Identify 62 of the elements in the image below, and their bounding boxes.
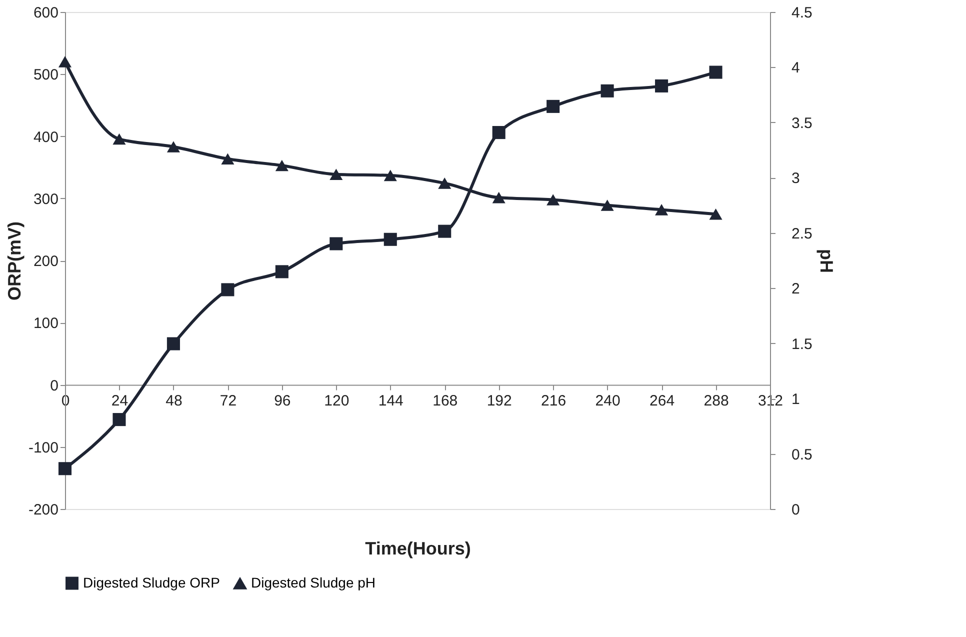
y-tick-label: 300 — [33, 190, 58, 208]
x-tick-label: 120 — [324, 392, 350, 410]
point — [655, 79, 668, 92]
y-tick-label: -200 — [28, 502, 58, 518]
point — [166, 141, 180, 152]
point — [112, 133, 126, 145]
legend-label: Digested Sludge ORP — [83, 574, 220, 590]
point — [600, 84, 614, 98]
y2-tick-label: 2.5 — [792, 225, 812, 242]
x-tick-label: 48 — [166, 392, 182, 410]
x-tick-label: 240 — [595, 392, 620, 410]
y2-tick-label: 3.5 — [792, 114, 812, 132]
y-tick-label: 0 — [50, 377, 58, 394]
y2-tick-label: 0.5 — [792, 446, 812, 464]
x-tick-label: 216 — [541, 392, 566, 410]
point — [546, 100, 560, 113]
point — [58, 462, 72, 476]
point — [221, 153, 234, 165]
point — [330, 237, 343, 250]
y2-tick-label: 4 — [792, 60, 800, 77]
point — [275, 265, 288, 278]
point — [438, 224, 452, 238]
y-tick-label: 400 — [33, 128, 58, 146]
point — [330, 168, 343, 180]
point — [492, 192, 506, 204]
y2-tick-label: 3 — [792, 170, 800, 188]
y2-axis-title: pH — [816, 249, 836, 273]
point — [58, 56, 72, 68]
point — [384, 232, 397, 246]
y2-tick-label: 1 — [792, 391, 800, 408]
x-tick-label: 192 — [486, 392, 512, 410]
x-tick-label: 288 — [704, 392, 729, 410]
point — [166, 337, 180, 350]
x-axis-title: Time(Hours) — [365, 538, 471, 558]
y2-tick-label: 4.5 — [792, 4, 812, 22]
x-tick-label: 168 — [432, 392, 458, 410]
y2-tick-label: 2 — [792, 280, 800, 298]
y2-tick-label: 1.5 — [792, 336, 812, 353]
y-tick-label: 600 — [33, 4, 58, 22]
y-tick-label: -100 — [28, 439, 58, 456]
legend-label: Digested Sludge pH — [251, 574, 376, 591]
x-tick-label: 72 — [220, 392, 237, 410]
point — [709, 66, 722, 79]
x-tick-label: 264 — [650, 392, 675, 410]
x-tick-label: 144 — [378, 392, 404, 410]
point — [438, 178, 452, 189]
y-tick-label: 200 — [33, 253, 58, 270]
point — [275, 160, 288, 172]
y-axis-title: ORP(mV) — [4, 221, 24, 301]
y2-tick-label: 0 — [792, 502, 800, 518]
point — [221, 283, 234, 296]
point — [492, 126, 506, 140]
y-tick-label: 500 — [33, 66, 58, 84]
x-tick-label: 24 — [111, 392, 128, 410]
x-tick-label: 96 — [274, 392, 291, 410]
point — [655, 204, 668, 216]
y-tick-label: 100 — [33, 315, 58, 332]
point — [600, 200, 614, 211]
point — [112, 413, 126, 426]
point — [546, 194, 560, 206]
point — [709, 208, 722, 220]
point — [384, 170, 397, 182]
